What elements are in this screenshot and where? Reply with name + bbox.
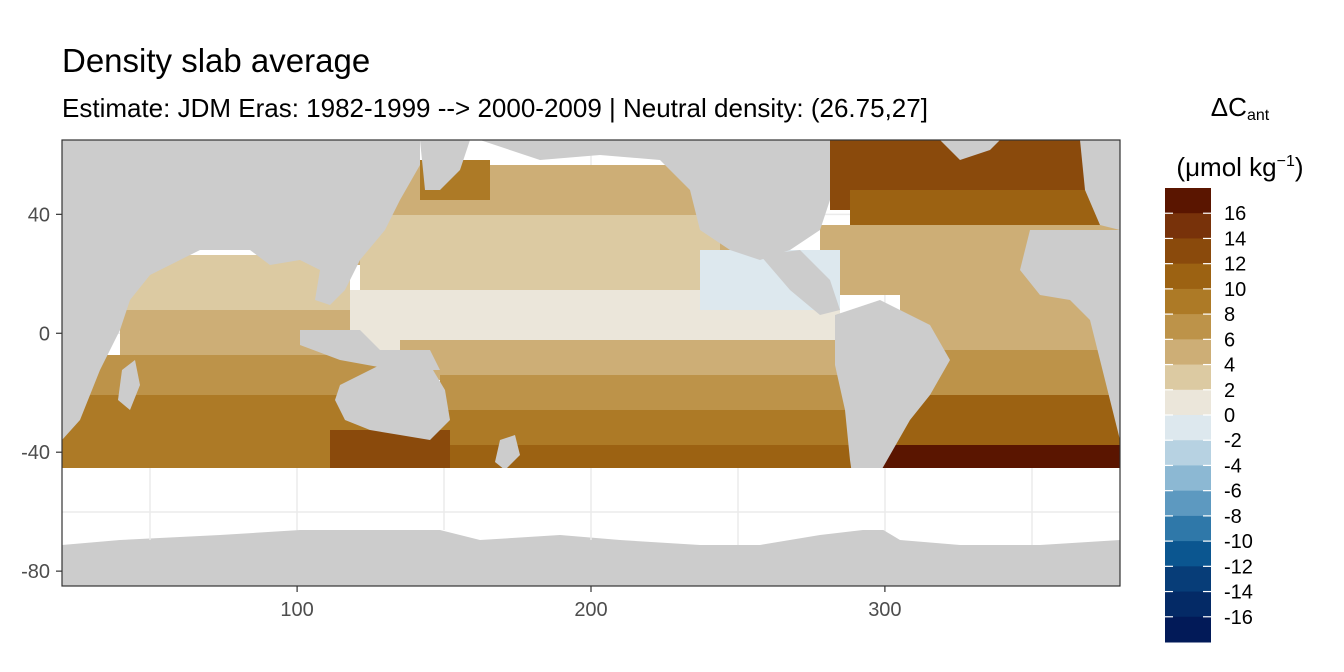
x-tick-label-200: 200 [574, 599, 607, 621]
legend-label-10: 10 [1224, 279, 1246, 301]
y-tick-label-0: 0 [39, 323, 50, 345]
ocean-south-atlantic-frontal [868, 445, 1120, 468]
legend-swatch-14 [1165, 541, 1211, 567]
ocean-south-pacific-front [440, 445, 860, 468]
legend-label-0: 0 [1224, 405, 1235, 427]
legend-swatch-5 [1165, 314, 1211, 340]
legend-swatch-0 [1165, 188, 1211, 214]
legend-swatch-13 [1165, 515, 1211, 542]
legend-label--14: -14 [1224, 582, 1253, 604]
chart-subtitle: Estimate: JDM Eras: 1982-1999 --> 2000-2… [62, 93, 928, 123]
legend-label-2: 2 [1224, 380, 1235, 402]
legend-title-quantity: ΔCant [1210, 92, 1270, 124]
legend-label--4: -4 [1224, 455, 1242, 477]
y-tick-label-40: 40 [28, 204, 50, 226]
land-central-america [760, 250, 840, 315]
legend-label--6: -6 [1224, 481, 1242, 503]
legend-label--2: -2 [1224, 430, 1242, 452]
y-tick-label--80: -80 [21, 561, 50, 583]
land-madagascar [118, 360, 140, 410]
land-africa-eurasia-west [62, 140, 330, 440]
legend-title: ΔCant (μmol kg−1) [1160, 84, 1320, 190]
land-africa-east-wrap [1020, 230, 1120, 440]
land-kamchatka [420, 140, 470, 190]
legend-colorbar [1165, 188, 1211, 643]
land-maritime-continent [300, 330, 440, 370]
land-australia [335, 365, 450, 440]
legend-swatch-1 [1165, 213, 1211, 239]
land-north-america [480, 140, 830, 260]
legend-swatch-15 [1165, 566, 1211, 593]
legend-swatch-7 [1165, 364, 1211, 391]
legend-label--16: -16 [1224, 607, 1253, 629]
legend-swatch-12 [1165, 490, 1211, 517]
land-south-america [835, 300, 950, 495]
land-new-zealand [495, 435, 520, 470]
legend-swatch-8 [1165, 389, 1211, 416]
legend-label--10: -10 [1224, 531, 1253, 553]
x-tick-label-100: 100 [280, 599, 313, 621]
legend-label-14: 14 [1224, 228, 1246, 250]
legend-swatch-3 [1165, 263, 1211, 290]
ocean-north-pacific-core [360, 215, 720, 295]
land-europe-north [1080, 140, 1120, 230]
chart-title: Density slab average [62, 42, 371, 79]
legend-swatch-6 [1165, 339, 1211, 366]
land-layer [62, 140, 1120, 586]
y-tick-label--40: -40 [21, 442, 50, 464]
x-tick-label-300: 300 [868, 599, 901, 621]
legend-label--12: -12 [1224, 556, 1253, 578]
legend-swatch-17 [1165, 616, 1211, 643]
ocean-south-pacific [440, 375, 860, 415]
land-asia [300, 140, 420, 305]
x-axis: 100 200 300 [280, 586, 902, 621]
land-antarctica [62, 528, 1120, 586]
legend-swatch-10 [1165, 440, 1211, 466]
legend-swatch-4 [1165, 288, 1211, 315]
legend-swatch-16 [1165, 591, 1211, 618]
legend-label-12: 12 [1224, 254, 1246, 276]
legend-swatch-11 [1165, 465, 1211, 492]
legend-label-16: 16 [1224, 203, 1246, 225]
legend-swatch-9 [1165, 415, 1211, 441]
legend-label--8: -8 [1224, 506, 1242, 528]
ocean-south-pacific-north [400, 340, 860, 380]
ocean-north-atlantic-subpolar-edge [850, 190, 1120, 230]
y-axis: 40 0 -40 -80 [21, 204, 62, 583]
land-greenland [940, 140, 1000, 160]
southern-gridlines [62, 468, 1120, 545]
legend-label-4: 4 [1224, 355, 1235, 377]
legend-labels: 16 14 12 10 8 6 4 2 0 -2 -4 -6 -8 -10 -12 -14 -16 [1224, 203, 1253, 629]
legend-title-unit: (μmol kg−1) [1176, 152, 1304, 182]
legend-label-8: 8 [1224, 304, 1235, 326]
legend-label-6: 6 [1224, 329, 1235, 351]
legend-swatch-2 [1165, 238, 1211, 265]
